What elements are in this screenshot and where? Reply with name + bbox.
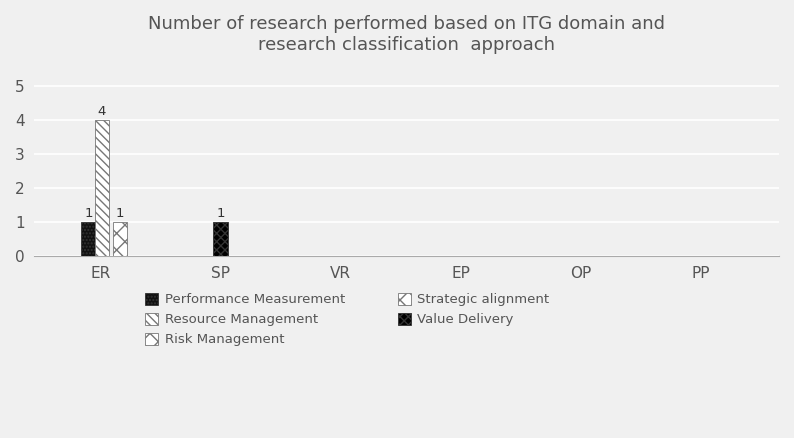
Text: 4: 4 (98, 105, 106, 118)
Text: 1: 1 (216, 207, 225, 220)
Bar (113, 223, 127, 256)
Bar (81, 223, 96, 256)
Bar (214, 223, 228, 256)
Text: 1: 1 (84, 207, 93, 220)
Title: Number of research performed based on ITG domain and
research classification  ap: Number of research performed based on IT… (148, 15, 665, 54)
Bar (94, 120, 109, 256)
Text: 1: 1 (115, 207, 124, 220)
Legend: Performance Measurement, Resource Management, Risk Management, Strategic alignme: Performance Measurement, Resource Manage… (145, 293, 549, 346)
